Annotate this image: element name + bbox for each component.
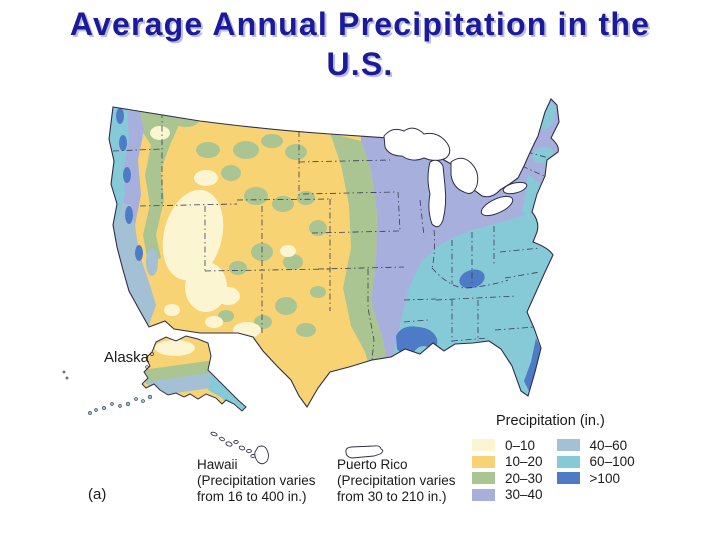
- alaska-outline: [141, 335, 247, 412]
- puerto-rico-note-2: from 30 to 210 in.): [337, 489, 447, 504]
- legend-row: 40–60: [556, 437, 635, 453]
- legend: Precipitation (in.) 0–10 10–20 20–30 30–…: [472, 413, 692, 502]
- region-40-60: [113, 200, 158, 327]
- legend-label: >100: [589, 470, 620, 486]
- lake-huron: [450, 157, 479, 194]
- legend-row: 10–20: [472, 454, 543, 469]
- aleutian-islands: [88, 394, 153, 415]
- lake-ontario: [502, 181, 528, 195]
- legend-label: 30–40: [505, 487, 543, 502]
- legend-label: 20–30: [505, 470, 543, 486]
- state-boundaries: [112, 112, 550, 361]
- region-0-10: [150, 126, 296, 338]
- alaska-small-islands: [62, 352, 154, 380]
- hawaii-note-1: (Precipitation varies: [197, 473, 316, 488]
- legend-row: 30–40: [472, 487, 543, 502]
- title-line-2: U.S.: [326, 46, 394, 82]
- legend-row: >100: [556, 470, 635, 486]
- legend-label: 60–100: [589, 454, 635, 469]
- legend-column-1: 0–10 10–20 20–30 30–40: [472, 437, 543, 502]
- legend-swatch-30-40: [472, 488, 495, 501]
- legend-row: 0–10: [472, 437, 543, 453]
- lake-michigan: [427, 159, 447, 228]
- legend-label: 0–10: [505, 437, 536, 453]
- legend-row: 20–30: [472, 470, 543, 486]
- legend-swatch-40-60: [556, 439, 580, 451]
- puerto-rico-label: Puerto Rico (Precipitation varies from 3…: [337, 457, 456, 505]
- legend-swatch-20-30: [472, 472, 495, 484]
- legend-row: 60–100: [556, 454, 635, 469]
- legend-label: 40–60: [589, 437, 628, 453]
- alaska-map: [62, 335, 247, 415]
- hawaii-note-2: from 16 to 400 in.): [197, 489, 307, 504]
- puerto-rico-note-1: (Precipitation varies: [337, 473, 456, 488]
- region-gt-100: [116, 108, 542, 391]
- puerto-rico-island: [345, 445, 384, 459]
- lake-erie: [480, 195, 514, 217]
- puerto-rico-name: Puerto Rico: [337, 457, 408, 472]
- legend-swatch-gt-100: [556, 472, 580, 484]
- page-title: Average Annual Precipitation in the U.S.: [0, 4, 720, 84]
- legend-swatch-10-20: [472, 455, 495, 468]
- hawaii-islands: [210, 431, 269, 465]
- figure-label: (a): [88, 486, 107, 503]
- title-line-1: Average Annual Precipitation in the: [69, 6, 651, 42]
- lake-superior: [383, 127, 451, 161]
- legend-title: Precipitation (in.): [496, 413, 605, 429]
- legend-swatch-0-10: [472, 439, 495, 451]
- legend-label: 10–20: [505, 454, 543, 469]
- hawaii-name: Hawaii: [197, 457, 238, 472]
- alaska-label: Alaska: [104, 349, 150, 366]
- great-lakes: [383, 127, 528, 228]
- legend-column-2: 40–60 60–100 >100: [556, 437, 635, 501]
- legend-swatch-60-100: [556, 455, 580, 468]
- hawaii-label: Hawaii (Precipitation varies from 16 to …: [197, 457, 316, 505]
